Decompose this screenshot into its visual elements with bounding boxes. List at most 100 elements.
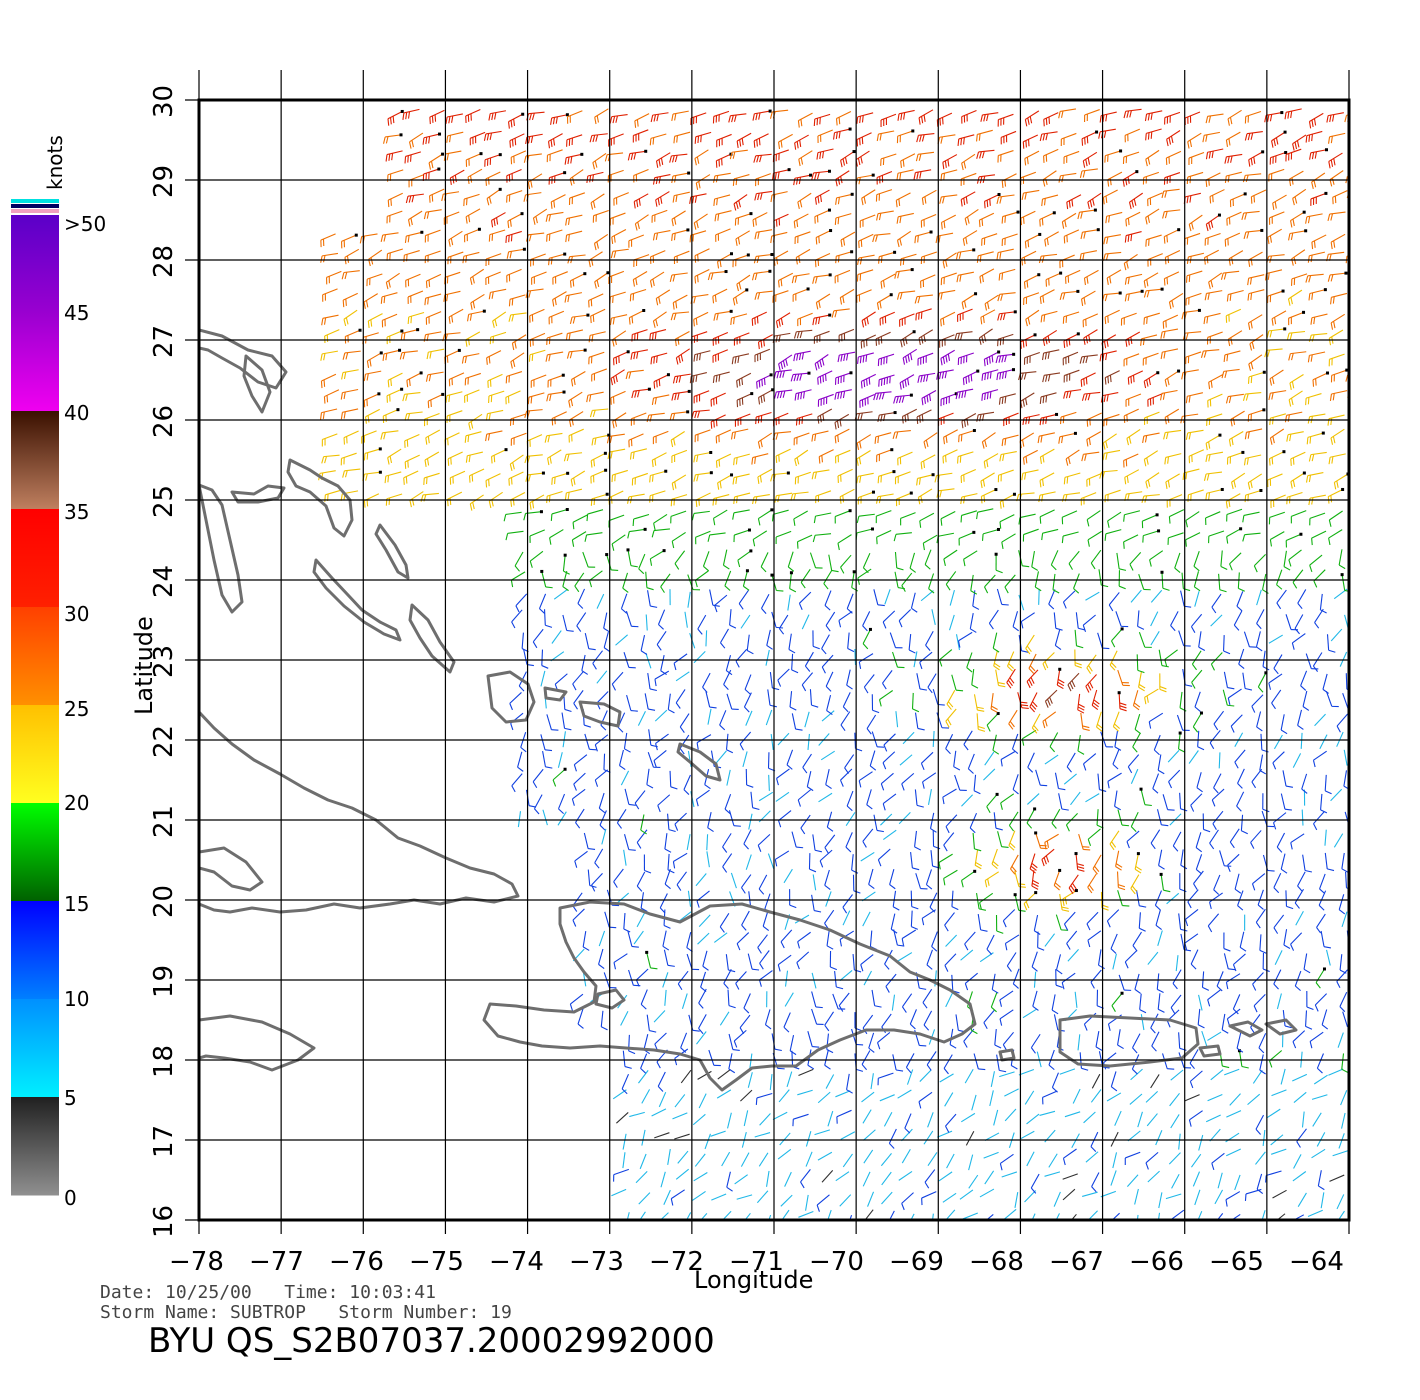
coast-mayaguana: [543, 686, 568, 702]
wind-barb: [1250, 189, 1267, 204]
wind-barb: [674, 1094, 686, 1108]
wind-barb: [1063, 369, 1080, 383]
wind-barb: [509, 133, 525, 148]
wind-barb: [514, 551, 524, 572]
wind-barb: [756, 1190, 769, 1204]
wind-barb: [981, 528, 999, 541]
wind-barb: [1366, 692, 1367, 708]
wind-barb: [1062, 590, 1076, 609]
lat-tick-label: 18: [149, 1045, 179, 1078]
wind-barb: [511, 609, 523, 629]
rain-flag: [1120, 627, 1124, 631]
wind-barb: [489, 331, 507, 345]
wind-barb: [633, 930, 644, 945]
wind-barb: [997, 831, 1009, 849]
wind-barb: [881, 1191, 893, 1205]
wind-barb: [649, 550, 665, 566]
wind-barb: [726, 1171, 733, 1192]
wind-barb: [1098, 128, 1116, 139]
wind-barb: [815, 490, 832, 504]
wind-barb: [1316, 913, 1326, 934]
wind-barb: [1087, 930, 1102, 948]
wind-barb: [657, 609, 666, 630]
wind-barb: [979, 268, 995, 284]
wind-barb: [1314, 713, 1326, 727]
wind-barb: [425, 371, 444, 382]
wind-barb: [1048, 1049, 1055, 1071]
wind-barb: [687, 890, 692, 907]
rain-flag: [643, 527, 647, 531]
wind-barb: [540, 734, 553, 752]
wind-barb: [1312, 750, 1327, 768]
wind-barb: [590, 469, 606, 484]
wind-barb: [759, 1113, 771, 1126]
wind-barb: [838, 611, 853, 628]
rain-flag: [1095, 130, 1099, 134]
wind-barb: [1044, 231, 1059, 247]
wind-barb: [1353, 235, 1368, 248]
wind-barb: [875, 510, 892, 524]
rain-flag: [1281, 289, 1285, 293]
wind-barb: [1252, 972, 1264, 991]
wind-barb: [1198, 1134, 1204, 1151]
wind-barb: [448, 308, 464, 324]
wind-barb: [568, 391, 583, 408]
wind-barb: [640, 989, 648, 1010]
wind-barb: [712, 332, 729, 346]
colorbar-cap-navy: [11, 204, 59, 208]
rain-flag: [747, 528, 751, 532]
wind-barb: [1354, 1133, 1367, 1142]
wind-barb: [835, 110, 852, 126]
wind-barb: [1125, 211, 1141, 227]
wind-barb: [791, 713, 803, 731]
wind-barb: [1055, 969, 1063, 989]
rain-flag: [1156, 371, 1160, 375]
wind-barb: [997, 150, 1014, 163]
rain-flag: [441, 392, 445, 396]
wind-barb: [1118, 570, 1126, 590]
wind-barb: [1102, 449, 1121, 461]
wind-barb: [895, 192, 911, 208]
rain-flag: [1302, 310, 1306, 314]
wind-barb: [446, 491, 463, 507]
wind-barb: [387, 372, 403, 388]
wind-barb: [465, 451, 483, 463]
wind-barb: [826, 694, 833, 716]
wind-barb: [880, 1153, 892, 1167]
wind-barb: [1341, 852, 1349, 873]
wind-barb: [805, 1194, 809, 1211]
wind-barb: [794, 449, 809, 467]
colorbar-label: 0: [64, 1186, 77, 1210]
wind-barb: [1320, 793, 1328, 814]
wind-barb: [713, 932, 728, 943]
wind-barb: [532, 208, 548, 225]
rain-flag: [749, 212, 753, 216]
wind-barb: [380, 430, 399, 440]
wind-barb: [547, 374, 564, 388]
wind-barb: [608, 490, 624, 505]
wind-barb: [368, 249, 383, 267]
wind-barb: [1268, 511, 1285, 525]
wind-barb: [1194, 691, 1201, 712]
wind-barb: [1306, 432, 1324, 445]
wind-barb: [645, 614, 648, 631]
wind-barb: [640, 814, 647, 835]
wind-barb: [1368, 729, 1378, 746]
wind-barb: [1309, 1031, 1324, 1049]
wind-barb: [787, 594, 791, 611]
wind-barb: [553, 589, 568, 600]
wind-barb: [424, 293, 442, 306]
rain-flag: [1038, 232, 1042, 236]
wind-barb: [547, 449, 562, 466]
rain-flag: [604, 468, 608, 472]
wind-barb: [733, 529, 750, 543]
wind-barb: [486, 350, 502, 365]
wind-barb: [1082, 1191, 1098, 1197]
rain-flag: [1034, 891, 1038, 895]
wind-barb: [1006, 651, 1015, 672]
wind-barb: [772, 290, 789, 303]
wind-barb: [1266, 328, 1285, 338]
wind-barb: [920, 590, 934, 602]
wind-barb: [694, 131, 712, 144]
wind-barb: [1258, 1033, 1267, 1054]
